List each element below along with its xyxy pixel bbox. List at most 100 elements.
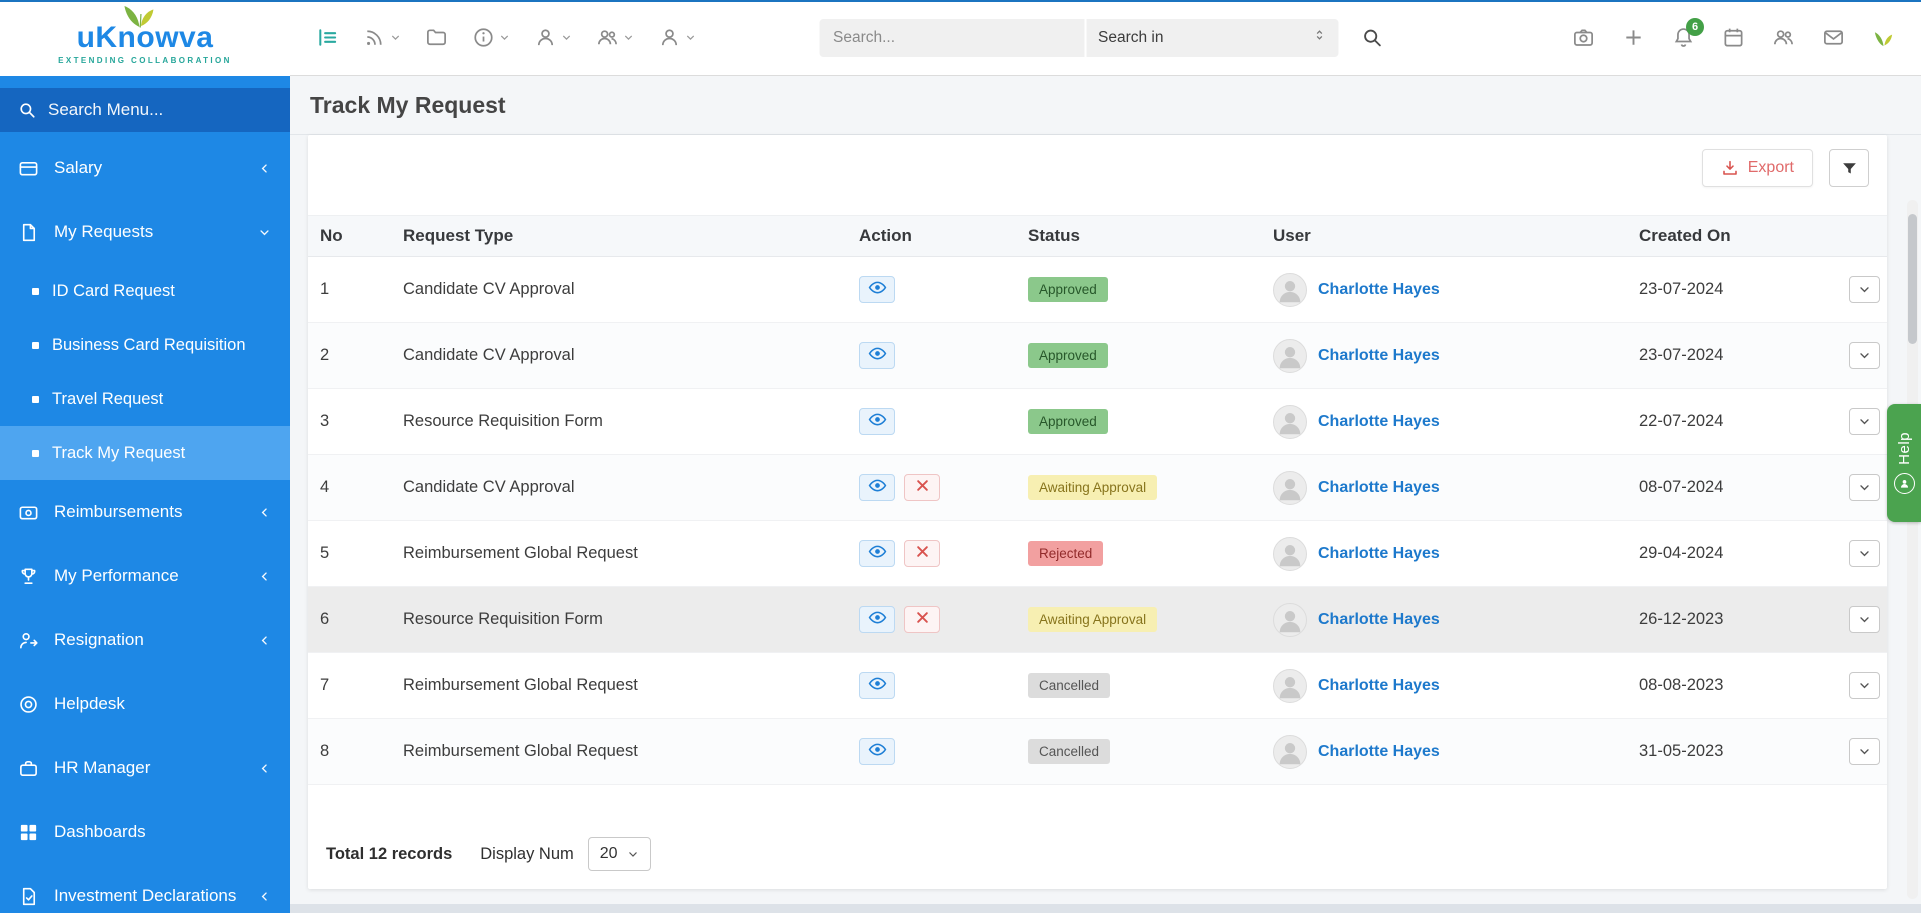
salary-icon — [18, 158, 39, 179]
user-link[interactable]: Charlotte Hayes — [1318, 677, 1440, 695]
display-num-label: Display Num — [480, 845, 574, 864]
column-header-action: Action — [847, 226, 1016, 246]
chevron-down-icon — [1858, 745, 1871, 758]
user-link[interactable]: Charlotte Hayes — [1318, 347, 1440, 365]
row-expand-button[interactable] — [1849, 408, 1880, 435]
sidebar-item-label: Resignation — [54, 630, 144, 650]
row-expand-button[interactable] — [1849, 276, 1880, 303]
user-link[interactable]: Charlotte Hayes — [1318, 743, 1440, 761]
view-button[interactable] — [859, 672, 895, 699]
cancel-request-button[interactable] — [904, 606, 940, 633]
sidebar-item-my-performance[interactable]: My Performance — [0, 544, 290, 608]
row-expand-button[interactable] — [1849, 606, 1880, 633]
view-button[interactable] — [859, 474, 895, 501]
info-menu[interactable] — [472, 26, 510, 49]
view-button[interactable] — [859, 738, 895, 765]
row-number: 5 — [308, 544, 391, 563]
sidebar-item-label: HR Manager — [54, 758, 150, 778]
sidebar-item-investment-declarations[interactable]: Investment Declarations — [0, 864, 290, 913]
help-person-icon — [1894, 473, 1915, 494]
sidebar-item-resignation[interactable]: Resignation — [0, 608, 290, 672]
people-icon[interactable] — [1772, 26, 1795, 49]
status-badge: Awaiting Approval — [1028, 475, 1157, 500]
row-number: 6 — [308, 610, 391, 629]
table-row: 8Reimbursement Global RequestCancelledCh… — [308, 719, 1887, 785]
sidebar-subitem-travel-request[interactable]: Travel Request — [0, 372, 290, 426]
profile-menu[interactable] — [534, 26, 572, 49]
sidebar-item-reimbursements[interactable]: Reimbursements — [0, 480, 290, 544]
sidebar-search[interactable] — [0, 88, 290, 132]
sidebar-item-dashboards[interactable]: Dashboards — [0, 800, 290, 864]
helpdesk-icon — [18, 694, 39, 715]
download-icon — [1721, 159, 1739, 177]
user-icon — [658, 26, 681, 49]
search-in-select[interactable]: Search in — [1086, 19, 1338, 57]
search-button[interactable] — [1352, 19, 1392, 57]
user-link[interactable]: Charlotte Hayes — [1318, 611, 1440, 629]
sidebar-item-helpdesk[interactable]: Helpdesk — [0, 672, 290, 736]
column-header-no: No — [308, 226, 391, 246]
calendar-icon[interactable] — [1722, 26, 1745, 49]
user-link[interactable]: Charlotte Hayes — [1318, 281, 1440, 299]
bullet-icon — [32, 342, 39, 349]
sidebar-item-label: My Performance — [54, 566, 179, 586]
help-tab[interactable]: Help — [1887, 404, 1921, 522]
notifications-bell-icon[interactable]: 6 — [1672, 26, 1695, 49]
horizontal-scrollbar[interactable] — [290, 904, 1921, 913]
view-button[interactable] — [859, 540, 895, 567]
groups-menu[interactable] — [596, 26, 634, 49]
menu-toggle-icon[interactable] — [316, 26, 339, 49]
feeds-menu[interactable] — [363, 26, 401, 49]
plus-icon[interactable] — [1622, 26, 1645, 49]
requests-card: Export NoRequest TypeActionStatusUserCre… — [308, 135, 1887, 889]
row-expand-button[interactable] — [1849, 342, 1880, 369]
topbar: Search in 6 — [290, 0, 1921, 76]
sidebar-item-hr-manager[interactable]: HR Manager — [0, 736, 290, 800]
sidebar-subitem-business-card-requisition[interactable]: Business Card Requisition — [0, 318, 290, 372]
sidebar-subitem-track-my-request[interactable]: Track My Request — [0, 426, 290, 480]
app-window: uKnowva EXTENDING COLLABORATION SalaryMy… — [0, 0, 1921, 913]
user-link[interactable]: Charlotte Hayes — [1318, 545, 1440, 563]
view-button[interactable] — [859, 408, 895, 435]
sidebar-search-input[interactable] — [48, 100, 272, 120]
sidebar-item-salary[interactable]: Salary — [0, 136, 290, 200]
view-button[interactable] — [859, 342, 895, 369]
row-expand-button[interactable] — [1849, 474, 1880, 501]
hr-manager-icon — [18, 758, 39, 779]
vertical-scrollbar[interactable] — [1907, 200, 1918, 899]
row-expand-button[interactable] — [1849, 540, 1880, 567]
row-number: 1 — [308, 280, 391, 299]
user-link[interactable]: Charlotte Hayes — [1318, 413, 1440, 431]
scrollbar-thumb[interactable] — [1908, 214, 1917, 344]
user-menu[interactable] — [658, 26, 696, 49]
filter-button[interactable] — [1829, 149, 1869, 187]
export-button[interactable]: Export — [1702, 149, 1813, 187]
bullet-icon — [32, 396, 39, 403]
uknowva-leaf-icon[interactable] — [1872, 26, 1895, 49]
main-content: Track My Request Export NoRequest TypeAc… — [290, 76, 1921, 913]
row-expand-button[interactable] — [1849, 672, 1880, 699]
view-button[interactable] — [859, 276, 895, 303]
folder-icon[interactable] — [425, 26, 448, 49]
camera-icon[interactable] — [1572, 26, 1595, 49]
row-expand-button[interactable] — [1849, 738, 1880, 765]
avatar — [1273, 537, 1307, 571]
sidebar-item-label: Reimbursements — [54, 502, 183, 522]
row-number: 3 — [308, 412, 391, 431]
chevron-down-icon — [1858, 613, 1871, 626]
created-on: 08-07-2024 — [1627, 478, 1837, 497]
mail-icon[interactable] — [1822, 26, 1845, 49]
search-input[interactable] — [819, 19, 1084, 57]
view-button[interactable] — [859, 606, 895, 633]
user-link[interactable]: Charlotte Hayes — [1318, 479, 1440, 497]
card-footer: Total 12 records Display Num 20 — [308, 837, 1887, 889]
total-records: Total 12 records — [326, 845, 452, 864]
created-on: 23-07-2024 — [1627, 280, 1837, 299]
sidebar-item-my-requests[interactable]: My Requests — [0, 200, 290, 264]
brand-logo[interactable]: uKnowva EXTENDING COLLABORATION — [0, 0, 290, 76]
cancel-request-button[interactable] — [904, 474, 940, 501]
table-row: 1Candidate CV ApprovalApprovedCharlotte … — [308, 257, 1887, 323]
sidebar-subitem-id-card-request[interactable]: ID Card Request — [0, 264, 290, 318]
display-num-select[interactable]: 20 — [588, 837, 651, 871]
cancel-request-button[interactable] — [904, 540, 940, 567]
